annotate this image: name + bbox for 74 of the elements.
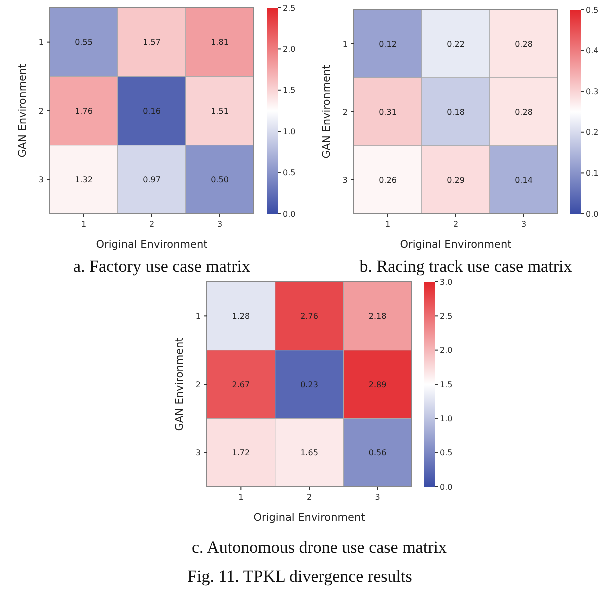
y-tick-label: 3 xyxy=(196,448,201,458)
y-axis-title: GAN Environment xyxy=(174,338,186,432)
data-label: 1.28 xyxy=(232,312,250,321)
color-bar-label: 0.3 xyxy=(586,87,599,96)
y-tick-label: 2 xyxy=(38,106,44,116)
data-label: 2.18 xyxy=(368,312,387,321)
data-label: 0.31 xyxy=(379,108,397,117)
data-label: 1.81 xyxy=(211,38,229,48)
y-tick-label: 1 xyxy=(38,38,44,48)
data-label: 0.12 xyxy=(379,40,397,49)
data-label: 1.76 xyxy=(75,106,93,116)
data-label: 0.14 xyxy=(515,176,533,185)
x-tick-label: 3 xyxy=(217,220,223,229)
y-tick-label: 2 xyxy=(196,380,201,390)
data-label: 0.56 xyxy=(368,448,387,458)
color-bar-label: 0.0 xyxy=(283,210,296,219)
data-label: 0.28 xyxy=(515,40,533,49)
x-tick-label: 2 xyxy=(453,220,459,229)
color-bar-label: 2.0 xyxy=(440,346,453,356)
data-label: 0.16 xyxy=(143,106,161,116)
data-label: 1.65 xyxy=(300,448,318,458)
data-label: 0.18 xyxy=(447,108,465,117)
data-label: 2.76 xyxy=(300,312,318,321)
y-tick-label: 1 xyxy=(196,312,201,321)
color-bar-label: 0.5 xyxy=(283,168,296,178)
data-label: 0.50 xyxy=(211,175,229,184)
x-tick-label: 2 xyxy=(149,220,155,229)
x-tick-label: 2 xyxy=(306,493,312,502)
color-bar-label: 2.5 xyxy=(440,312,453,321)
y-axis-title: GAN Environment xyxy=(321,65,333,159)
text: c. Autonomous drone use case matrix xyxy=(192,538,448,557)
x-tick-label: 3 xyxy=(521,220,527,229)
data-label: 1.72 xyxy=(232,448,250,458)
color-bar-label: 0.2 xyxy=(586,128,599,138)
x-tick-label: 1 xyxy=(238,493,244,502)
x-tick-label: 3 xyxy=(375,493,380,502)
data-label: 0.55 xyxy=(75,38,93,48)
data-label: 0.97 xyxy=(143,175,161,184)
color-bar-label: 1.5 xyxy=(283,86,296,96)
color-bar-label: 1.0 xyxy=(283,127,296,136)
data-label: 0.28 xyxy=(515,108,533,117)
color-bar-label: 0.0 xyxy=(586,210,599,219)
y-tick-label: 3 xyxy=(342,176,348,185)
x-tick-label: 1 xyxy=(81,220,87,229)
y-axis-title: GAN Environment xyxy=(17,64,29,158)
data-label: 0.26 xyxy=(379,176,397,185)
x-axis-title: Original Environment xyxy=(400,239,512,251)
text: a. Factory use case matrix xyxy=(73,257,252,276)
x-axis-title: Original Environment xyxy=(96,239,208,251)
color-bar-label: 3.0 xyxy=(440,278,453,287)
caption: Fig. 11. TPKL divergence results xyxy=(188,567,412,586)
color-bar-label: 0.0 xyxy=(440,482,453,492)
text: b. Racing track use case matrix xyxy=(360,257,573,276)
data-label: 2.67 xyxy=(232,380,250,390)
x-axis-title: Original Environment xyxy=(254,512,366,524)
color-bar-label: 0.5 xyxy=(586,6,599,15)
color-bar-label: 0.4 xyxy=(586,46,599,56)
color-bar-label: 1.5 xyxy=(440,380,453,390)
y-tick-label: 1 xyxy=(342,40,348,49)
color-bar-label: 2.0 xyxy=(283,45,296,54)
color-bar-label: 0.5 xyxy=(440,448,453,458)
color-bar-label: 1.0 xyxy=(440,414,453,424)
x-tick-label: 1 xyxy=(385,220,391,229)
data-label: 2.89 xyxy=(368,380,387,390)
y-tick-label: 3 xyxy=(38,175,44,184)
data-label: 1.57 xyxy=(143,38,161,48)
data-label: 1.32 xyxy=(75,175,93,184)
data-label: 0.23 xyxy=(300,380,318,390)
y-tick-label: 2 xyxy=(342,108,348,117)
color-bar-label: 0.1 xyxy=(586,169,599,178)
data-label: 0.29 xyxy=(447,176,465,185)
data-label: 0.22 xyxy=(447,40,465,49)
data-label: 1.51 xyxy=(211,106,229,116)
color-bar-label: 2.5 xyxy=(283,4,296,13)
